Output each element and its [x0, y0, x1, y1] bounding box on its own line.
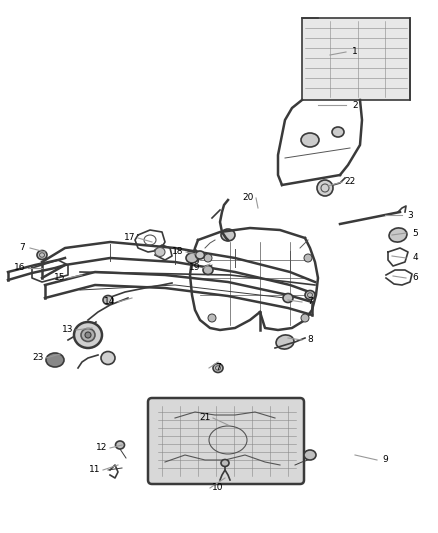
Text: 21: 21 — [199, 414, 211, 423]
Ellipse shape — [304, 254, 312, 262]
Ellipse shape — [221, 229, 235, 241]
Ellipse shape — [204, 254, 212, 262]
Bar — [302, 18, 410, 100]
Text: 18: 18 — [172, 247, 184, 256]
Ellipse shape — [213, 364, 223, 373]
Ellipse shape — [101, 351, 115, 365]
Text: 22: 22 — [344, 177, 356, 187]
Text: 3: 3 — [407, 211, 413, 220]
Text: 1: 1 — [352, 47, 358, 56]
Text: 5: 5 — [412, 229, 418, 238]
Text: 19: 19 — [189, 263, 201, 272]
Text: 11: 11 — [89, 465, 101, 474]
Ellipse shape — [155, 247, 165, 256]
Ellipse shape — [304, 450, 316, 460]
Ellipse shape — [186, 253, 198, 263]
Text: 7: 7 — [307, 297, 313, 306]
Ellipse shape — [301, 133, 319, 147]
Text: 20: 20 — [242, 193, 254, 203]
Ellipse shape — [37, 251, 47, 260]
Ellipse shape — [85, 332, 91, 338]
FancyBboxPatch shape — [148, 398, 304, 484]
Text: 7: 7 — [215, 364, 221, 373]
Ellipse shape — [116, 441, 124, 449]
Text: 14: 14 — [104, 297, 116, 306]
Text: 17: 17 — [124, 233, 136, 243]
Text: 23: 23 — [32, 353, 44, 362]
Text: 12: 12 — [96, 443, 108, 453]
Text: 16: 16 — [14, 263, 26, 272]
Ellipse shape — [74, 322, 102, 348]
Text: 2: 2 — [352, 101, 358, 109]
Text: 9: 9 — [382, 456, 388, 464]
Text: 4: 4 — [412, 254, 418, 262]
Text: 13: 13 — [62, 326, 74, 335]
Ellipse shape — [305, 290, 315, 300]
Ellipse shape — [195, 251, 205, 259]
Text: 7: 7 — [19, 244, 25, 253]
Ellipse shape — [301, 314, 309, 322]
Text: 8: 8 — [307, 335, 313, 344]
Ellipse shape — [283, 294, 293, 303]
Text: 10: 10 — [212, 483, 224, 492]
Ellipse shape — [317, 180, 333, 196]
Text: 15: 15 — [54, 273, 66, 282]
Ellipse shape — [81, 328, 95, 342]
Text: 6: 6 — [412, 273, 418, 282]
Ellipse shape — [332, 127, 344, 137]
Ellipse shape — [203, 265, 213, 274]
Ellipse shape — [103, 295, 113, 304]
Ellipse shape — [46, 353, 64, 367]
Ellipse shape — [208, 314, 216, 322]
Ellipse shape — [276, 335, 294, 349]
Ellipse shape — [389, 228, 407, 242]
Ellipse shape — [221, 459, 229, 466]
